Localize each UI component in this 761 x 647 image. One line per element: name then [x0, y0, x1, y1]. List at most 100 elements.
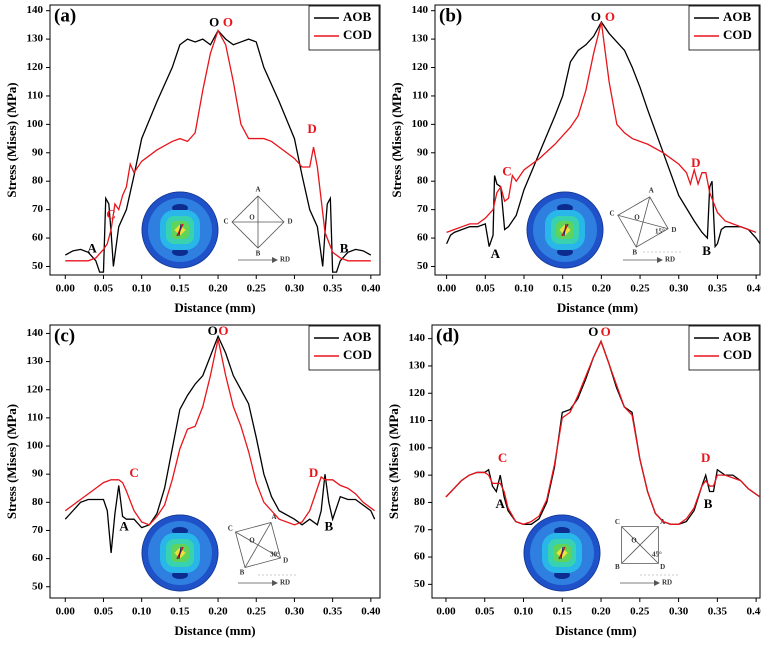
legend-box — [308, 325, 380, 371]
annotation: C — [502, 164, 511, 179]
legend-box — [308, 5, 380, 51]
annotation: O — [591, 9, 601, 24]
x-tick-label: 0.30 — [669, 283, 689, 295]
x-tick-label: 0.35 — [323, 606, 343, 618]
x-tick-label: 0.15 — [170, 606, 190, 618]
annotation: O — [208, 323, 218, 338]
x-tick-label: 0.00 — [56, 283, 76, 295]
plot-frame — [434, 4, 761, 276]
inset-label: B — [615, 563, 620, 571]
annotation: C — [498, 450, 507, 465]
x-tick-label: 0.35 — [323, 283, 343, 295]
y-axis-label: Stress (Mises) (MPa) — [4, 404, 19, 519]
y-tick-label: 50 — [32, 580, 44, 592]
annotation: C — [106, 206, 115, 221]
x-axis-label: Distance (mm) — [174, 623, 255, 638]
y-tick-label: 60 — [32, 552, 44, 564]
inset-angle: 30° — [270, 551, 280, 559]
inset-label: B — [240, 568, 245, 576]
y-tick-label: 60 — [417, 232, 429, 244]
inset-label: B — [632, 249, 637, 257]
panel-label: (b) — [439, 5, 462, 26]
x-tick-label: 0.25 — [630, 606, 650, 618]
x-tick-label: 0.40 — [746, 606, 761, 618]
x-tick-label: 0.10 — [514, 606, 534, 618]
y-tick-label: 70 — [32, 203, 44, 215]
plot-frame — [49, 4, 381, 276]
y-tick-label: 90 — [32, 146, 44, 158]
legend-label: COD — [723, 347, 752, 362]
y-tick-label: 120 — [27, 61, 44, 73]
annotation: O — [209, 14, 219, 29]
x-tick-label: 0.20 — [592, 283, 612, 295]
legend-label: AOB — [343, 329, 372, 344]
y-tick-label: 140 — [412, 4, 429, 16]
y-tick-label: 130 — [27, 355, 44, 367]
x-axis-label: Distance (mm) — [557, 300, 638, 315]
y-axis-label: Stress (Mises) (MPa) — [389, 82, 404, 197]
rd-arrowhead — [272, 257, 278, 263]
x-tick-label: 0.00 — [436, 606, 456, 618]
legend-label: AOB — [343, 9, 372, 24]
inset-angle: 45° — [652, 551, 662, 559]
rd-arrowhead — [657, 257, 663, 263]
y-tick-label: 130 — [27, 33, 44, 45]
y-tick-label: 90 — [32, 468, 44, 480]
y-tick-label: 130 — [412, 33, 429, 45]
annotation: B — [324, 519, 333, 534]
annotation: D — [701, 450, 710, 465]
y-tick-label: 100 — [412, 118, 429, 130]
y-tick-label: 50 — [414, 578, 426, 590]
x-tick-label: 0.35 — [708, 606, 728, 618]
rd-label: RD — [662, 579, 672, 587]
x-axis-label: Distance (mm) — [174, 300, 255, 315]
inset-label: O — [249, 537, 255, 545]
y-tick-label: 50 — [32, 260, 44, 272]
legend-label: AOB — [723, 9, 752, 24]
y-tick-label: 110 — [27, 89, 43, 101]
x-tick-label: 0.15 — [553, 606, 573, 618]
y-tick-label: 70 — [414, 523, 426, 535]
contour-crack — [563, 223, 567, 237]
rd-arrowhead — [272, 580, 278, 586]
y-tick-label: 140 — [27, 4, 44, 16]
annotation: A — [119, 519, 129, 534]
x-tick-label: 0.05 — [475, 606, 495, 618]
inset-label: A — [271, 513, 276, 521]
y-tick-label: 110 — [27, 411, 43, 423]
plot-frame — [49, 324, 381, 599]
x-tick-label: 0.20 — [591, 606, 611, 618]
contour-crack — [560, 546, 564, 560]
annotation: B — [340, 240, 349, 255]
y-tick-label: 80 — [32, 175, 44, 187]
x-tick-label: 0.05 — [94, 283, 114, 295]
y-tick-label: 110 — [409, 414, 425, 426]
rd-label: RD — [280, 256, 290, 264]
x-tick-label: 0.10 — [514, 283, 534, 295]
y-tick-label: 70 — [32, 524, 44, 536]
annotation: C — [129, 465, 138, 480]
rd-label: RD — [665, 256, 675, 264]
y-tick-label: 120 — [412, 61, 429, 73]
data-line — [64, 29, 372, 273]
inset-label: O — [631, 537, 637, 545]
x-tick-label: 0.05 — [476, 283, 496, 295]
y-tick-label: 60 — [414, 551, 426, 563]
inset-label: A — [255, 186, 260, 194]
annotation: O — [218, 323, 228, 338]
panel-label: (a) — [54, 5, 76, 26]
contour-crack — [178, 546, 182, 560]
data-line — [64, 334, 376, 554]
annotation: B — [702, 243, 711, 258]
data-line — [446, 21, 757, 233]
legend-label: COD — [343, 27, 372, 42]
inset-label: D — [287, 218, 292, 226]
plot-frame — [431, 324, 761, 599]
legend-label: COD — [343, 347, 372, 362]
legend-box — [688, 5, 760, 51]
data-line — [64, 338, 376, 526]
x-tick-label: 0.05 — [94, 606, 114, 618]
annotation: A — [496, 496, 506, 511]
inset-label: D — [283, 557, 288, 565]
